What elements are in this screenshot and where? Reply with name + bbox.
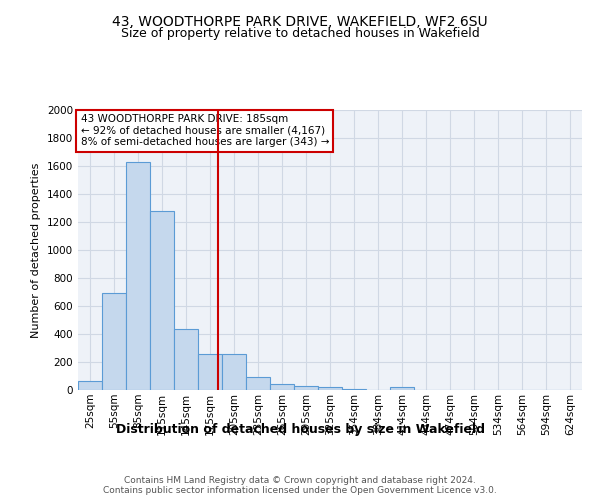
Text: Size of property relative to detached houses in Wakefield: Size of property relative to detached ho…	[121, 28, 479, 40]
Y-axis label: Number of detached properties: Number of detached properties	[31, 162, 41, 338]
Text: Contains HM Land Registry data © Crown copyright and database right 2024.
Contai: Contains HM Land Registry data © Crown c…	[103, 476, 497, 495]
Bar	[78, 381, 102, 390]
Bar	[174, 329, 198, 390]
Bar	[318, 387, 342, 390]
Bar	[150, 212, 174, 390]
Text: Distribution of detached houses by size in Wakefield: Distribution of detached houses by size …	[115, 422, 485, 436]
Text: 43, WOODTHORPE PARK DRIVE, WAKEFIELD, WF2 6SU: 43, WOODTHORPE PARK DRIVE, WAKEFIELD, WF…	[112, 15, 488, 29]
Bar	[342, 388, 366, 390]
Bar	[390, 387, 414, 390]
Bar	[126, 162, 150, 390]
Bar	[222, 354, 246, 390]
Bar	[198, 354, 222, 390]
Bar	[270, 384, 294, 390]
Bar	[294, 386, 318, 390]
Bar	[102, 292, 126, 390]
Text: 43 WOODTHORPE PARK DRIVE: 185sqm
← 92% of detached houses are smaller (4,167)
8%: 43 WOODTHORPE PARK DRIVE: 185sqm ← 92% o…	[80, 114, 329, 148]
Bar	[246, 378, 270, 390]
